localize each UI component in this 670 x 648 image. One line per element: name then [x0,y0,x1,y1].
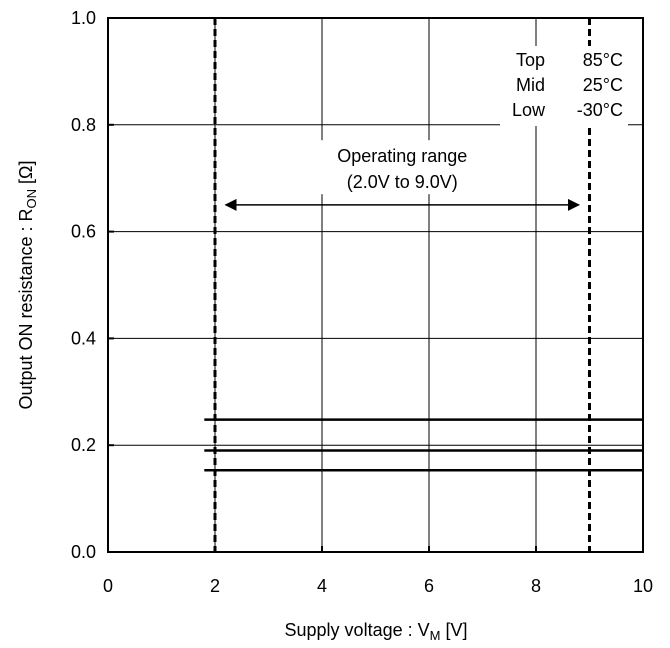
operating-range-label: Operating range [337,146,467,166]
y-tick-label: 0.0 [71,542,96,562]
y-tick-label: 0.4 [71,328,96,348]
x-tick-label: 6 [424,576,434,596]
y-tick-label: 0.2 [71,435,96,455]
legend-temperature: 25°C [583,75,623,95]
legend-temperature: 85°C [583,50,623,70]
x-tick-label: 0 [103,576,113,596]
x-tick-label: 2 [210,576,220,596]
x-tick-label: 8 [531,576,541,596]
legend-position: Mid [516,75,545,95]
y-tick-label: 0.8 [71,115,96,135]
annotation-background [320,140,485,195]
plot-frame [107,17,644,553]
legend-position: Low [512,100,546,120]
legend: Top 85°C Mid 25°C Low -30°C [500,46,628,126]
plot-border [107,17,644,553]
legend-background [500,46,628,126]
x-tick-label: 10 [633,576,653,596]
y-tick-label: 0.6 [71,222,96,242]
y-tick-label: 1.0 [71,8,96,28]
operating-range-values: (2.0V to 9.0V) [347,172,458,192]
y-axis-label: Output ON resistance : RON [Ω] [16,160,39,409]
legend-position: Top [516,50,545,70]
series-lines [204,418,643,472]
legend-temperature: -30°C [577,100,623,120]
axis-ticks: 0 2 4 6 8 10 0.0 0.2 0.4 0.6 0.8 1.0 [71,8,653,596]
x-axis-label: Supply voltage : VM [V] [285,620,468,643]
x-tick-label: 4 [317,576,327,596]
